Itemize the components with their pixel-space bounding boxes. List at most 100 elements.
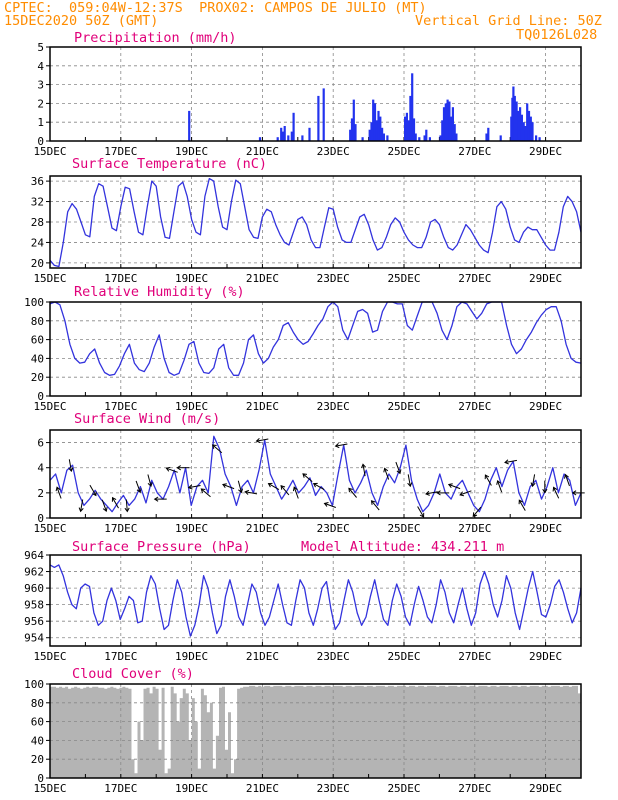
wind-arrow-head — [552, 486, 558, 492]
x-tick-label: 29DEC — [529, 145, 562, 158]
wind-arrow-head — [280, 484, 286, 490]
y-tick-label: 2 — [37, 97, 44, 110]
y-tick-label: 964 — [24, 549, 44, 562]
y-tick-label: 80 — [31, 697, 44, 710]
precip-bar — [405, 112, 408, 141]
x-tick-label: 21DEC — [246, 782, 279, 795]
wind-arrow-head — [267, 482, 273, 488]
wind-arrow — [222, 484, 235, 490]
wind-arrow-head — [323, 502, 329, 507]
precip-bar — [512, 86, 515, 141]
wind-arrow — [212, 444, 223, 454]
wind-arrow-head — [111, 496, 117, 502]
precip-bar — [448, 101, 451, 141]
wind-arrow-head — [504, 459, 509, 465]
wind-arrow-head — [459, 491, 465, 497]
x-tick-label: 19DEC — [175, 650, 208, 663]
wind-arrow-head — [425, 490, 430, 496]
precip-bar — [529, 116, 532, 141]
x-tick-label: 15DEC — [33, 145, 66, 158]
wind-arrow — [101, 499, 107, 512]
y-tick-label: 0 — [37, 135, 44, 148]
precip-bar — [349, 129, 352, 141]
wind-arrow-head — [542, 488, 548, 494]
precip-bar — [276, 137, 279, 141]
wind-arrow — [125, 499, 128, 512]
wind-arrow-head — [312, 482, 318, 488]
series-line-4 — [49, 564, 582, 637]
precip-bar — [423, 135, 426, 141]
y-tick-label: 20 — [31, 257, 44, 270]
x-tick-label: 17DEC — [104, 522, 137, 535]
wind-arrow-head — [292, 486, 298, 492]
x-tick-label: 25DEC — [387, 522, 420, 535]
x-tick-label: 17DEC — [104, 400, 137, 413]
x-tick-label: 21DEC — [246, 145, 279, 158]
wind-arrow-head — [102, 507, 108, 512]
precip-bar — [283, 126, 286, 141]
y-tick-label: 0 — [37, 772, 44, 785]
wind-arrow-head — [136, 488, 142, 494]
wind-arrow-head — [334, 443, 340, 449]
precip-bar — [381, 127, 384, 141]
precip-bar — [407, 120, 410, 141]
wind-arrow-head — [211, 444, 217, 449]
wind-arrow — [256, 438, 269, 442]
precip-bar — [439, 135, 442, 141]
x-tick-label: 15DEC — [33, 782, 66, 795]
precip-bar — [412, 118, 416, 141]
x-tick-label: 25DEC — [387, 145, 420, 158]
precip-bar — [350, 118, 354, 141]
wind-arrow-head — [176, 465, 181, 471]
panel-frame — [49, 554, 582, 647]
wind-arrow-head — [530, 482, 536, 488]
x-tick-label: 19DEC — [175, 522, 208, 535]
wind-arrow — [112, 497, 119, 509]
wind-arrow-head — [147, 482, 153, 487]
x-tick-label: 27DEC — [458, 782, 491, 795]
y-tick-label: 40 — [31, 352, 44, 365]
y-tick-label: 36 — [31, 175, 44, 188]
station-header: CPTEC: 059:04W-12:37S PROX02: CAMPOS DE … — [4, 0, 427, 16]
precip-bar — [442, 107, 446, 141]
y-tick-label: 954 — [24, 632, 44, 645]
wind-arrow — [293, 487, 299, 499]
y-tick-label: 60 — [31, 716, 44, 729]
precip-bar — [428, 137, 431, 141]
precip-bar — [411, 73, 414, 141]
wind-arrow — [268, 483, 280, 491]
x-tick-label: 27DEC — [458, 400, 491, 413]
y-tick-label: 958 — [24, 599, 44, 612]
precip-bar — [372, 99, 375, 141]
precip-bar — [386, 135, 389, 141]
wind-arrow-head — [348, 487, 353, 493]
wind-arrow — [384, 468, 390, 480]
panel-frame — [49, 301, 582, 397]
precip-bar — [485, 133, 488, 141]
wind-arrow — [484, 474, 492, 486]
x-tick-label: 19DEC — [175, 145, 208, 158]
wind-arrow — [348, 487, 357, 498]
wind-arrow-head — [244, 489, 250, 495]
x-tick-label: 29DEC — [529, 400, 562, 413]
wind-arrow-head — [383, 467, 389, 473]
wind-arrow — [472, 506, 482, 517]
y-tick-label: 40 — [31, 734, 44, 747]
precip-bar — [382, 133, 385, 141]
wind-arrow — [135, 480, 141, 493]
wind-arrow — [497, 480, 503, 493]
wind-arrow-head — [496, 480, 502, 485]
x-tick-label: 23DEC — [317, 272, 350, 285]
wind-arrow — [280, 485, 290, 496]
y-tick-label: 0 — [37, 512, 44, 525]
y-tick-label: 6 — [37, 437, 44, 450]
model-altitude: Model Altitude: 434.211 m — [301, 539, 504, 555]
x-tick-label: 17DEC — [104, 145, 137, 158]
wind-arrow-head — [396, 469, 402, 475]
wind-arrow-head — [419, 512, 425, 518]
panel-title: Surface Temperature (nC) — [72, 156, 267, 172]
precip-bar — [322, 88, 325, 141]
x-tick-label: 29DEC — [529, 522, 562, 535]
wind-arrow — [166, 467, 178, 473]
